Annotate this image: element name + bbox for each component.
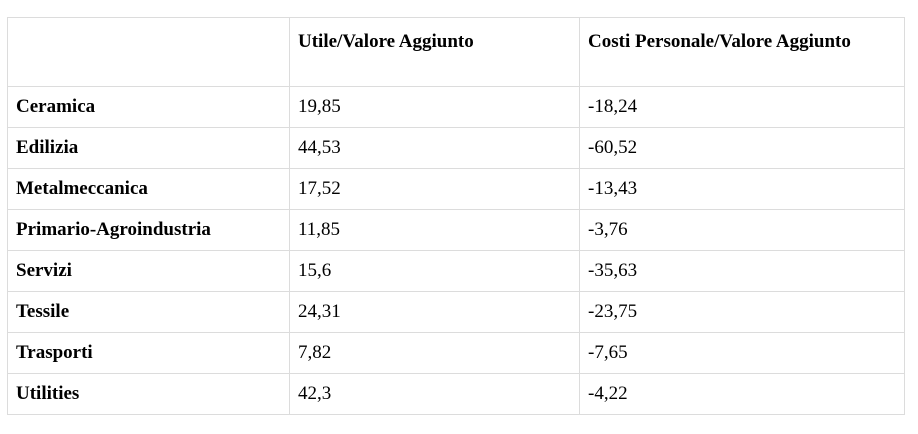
- table-row: Primario-Agroindustria 11,85 -3,76: [7, 209, 905, 251]
- table-row: Trasporti 7,82 -7,65: [7, 332, 905, 374]
- table-row: Utilities 42,3 -4,22: [7, 373, 905, 415]
- costi-cell: -7,65: [579, 332, 905, 374]
- table-row: Metalmeccanica 17,52 -13,43: [7, 168, 905, 210]
- utile-cell: 42,3: [289, 373, 580, 415]
- costi-cell: -18,24: [579, 86, 905, 128]
- data-table: Utile/Valore Aggiunto Costi Personale/Va…: [7, 17, 905, 415]
- utile-cell: 24,31: [289, 291, 580, 333]
- utile-cell: 15,6: [289, 250, 580, 292]
- utile-cell: 7,82: [289, 332, 580, 374]
- sector-cell: Servizi: [7, 250, 290, 292]
- sector-cell: Edilizia: [7, 127, 290, 169]
- table-row: Edilizia 44,53 -60,52: [7, 127, 905, 169]
- costi-cell: -60,52: [579, 127, 905, 169]
- header-row: Utile/Valore Aggiunto Costi Personale/Va…: [7, 17, 905, 87]
- header-cell-costi: Costi Personale/Valore Aggiunto: [579, 17, 905, 87]
- costi-cell: -4,22: [579, 373, 905, 415]
- costi-cell: -23,75: [579, 291, 905, 333]
- costi-cell: -35,63: [579, 250, 905, 292]
- sector-cell: Trasporti: [7, 332, 290, 374]
- sector-cell: Metalmeccanica: [7, 168, 290, 210]
- header-cell-utile: Utile/Valore Aggiunto: [289, 17, 580, 87]
- table-row: Servizi 15,6 -35,63: [7, 250, 905, 292]
- sector-cell: Utilities: [7, 373, 290, 415]
- sector-cell: Ceramica: [7, 86, 290, 128]
- sector-cell: Primario-Agroindustria: [7, 209, 290, 251]
- costi-cell: -13,43: [579, 168, 905, 210]
- header-cell-empty: [7, 17, 290, 87]
- sector-cell: Tessile: [7, 291, 290, 333]
- utile-cell: 44,53: [289, 127, 580, 169]
- utile-cell: 19,85: [289, 86, 580, 128]
- utile-cell: 11,85: [289, 209, 580, 251]
- table-row: Tessile 24,31 -23,75: [7, 291, 905, 333]
- costi-cell: -3,76: [579, 209, 905, 251]
- utile-cell: 17,52: [289, 168, 580, 210]
- table-row: Ceramica 19,85 -18,24: [7, 86, 905, 128]
